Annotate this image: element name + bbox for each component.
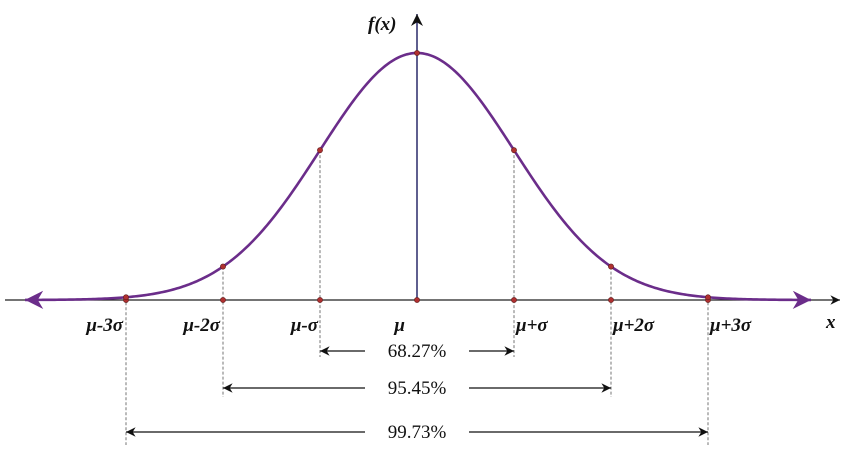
axis-point: [220, 297, 226, 303]
axis-point: [511, 297, 517, 303]
axis-point: [317, 297, 323, 303]
interval-label: 99.73%: [388, 422, 447, 443]
curve-point: [511, 147, 517, 154]
tick-label: μ-3σ: [85, 315, 123, 336]
axis-point: [414, 297, 420, 303]
tick-label: μ+3σ: [709, 315, 752, 336]
curve-layer: [24, 50, 812, 445]
tick-label: μ+σ: [515, 315, 548, 336]
interval-label: 68.27%: [388, 341, 447, 362]
tick-label: μ: [393, 315, 405, 336]
x-axis-label: x: [825, 312, 836, 333]
curve-point: [608, 263, 614, 270]
interval-label: 95.45%: [388, 378, 447, 399]
axis-point: [608, 297, 614, 303]
tick-label: μ+2σ: [612, 315, 655, 336]
curve-point: [317, 147, 323, 154]
density-curve: [24, 51, 812, 309]
tick-label: μ-2σ: [182, 315, 220, 336]
tick-label: μ-σ: [290, 315, 319, 336]
curve-point: [123, 294, 129, 301]
y-axis-label: f(x): [368, 14, 396, 35]
curve-point: [414, 50, 420, 56]
curve-point: [220, 263, 226, 270]
curve-point: [705, 294, 711, 301]
